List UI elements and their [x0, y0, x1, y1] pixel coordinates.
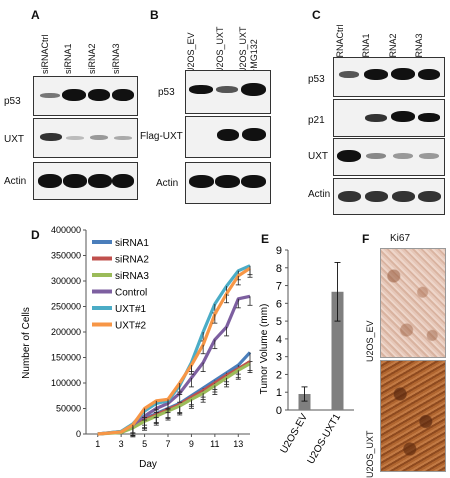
category-label: U2OS-UXT1 — [306, 412, 344, 466]
row-label: p53 — [158, 87, 175, 98]
image-label-ev: U2OS_EV — [365, 320, 375, 362]
y-tick-label: 5 — [276, 316, 282, 328]
panel-label-f: F — [362, 232, 370, 246]
panel-label-a: A — [31, 8, 40, 22]
y-tick-label: 150000 — [51, 353, 81, 363]
blot-p53 — [333, 57, 445, 97]
row-label: UXT — [4, 134, 24, 145]
row-label: p53 — [4, 96, 21, 107]
x-tick-label: 5 — [142, 439, 147, 449]
panel-label-e: E — [261, 232, 270, 246]
blot-p21 — [333, 99, 445, 137]
row-label: p53 — [308, 74, 325, 85]
panel-label-d: D — [31, 228, 40, 242]
y-tick-label: 100000 — [51, 378, 81, 388]
panel-label-c: C — [312, 8, 321, 22]
legend-label: UXT#2 — [115, 321, 147, 332]
y-axis-label: Number of Cells — [21, 307, 32, 379]
image-label-uxt: U2OS_UXT — [365, 430, 375, 478]
legend-label: siRNA2 — [115, 255, 149, 266]
x-tick-label: 7 — [165, 439, 170, 449]
ihc-image-uxt — [380, 360, 446, 472]
blot-actin — [33, 162, 138, 200]
lane-label: siRNACtrl — [40, 34, 50, 75]
y-tick-label: 250000 — [51, 302, 81, 312]
row-label: Flag-UXT — [140, 131, 183, 142]
y-tick-label: 7 — [276, 281, 282, 293]
row-label: Actin — [156, 178, 179, 189]
y-tick-label: 200000 — [51, 327, 81, 337]
lane-label: +MG132 — [249, 39, 259, 74]
y-tick-label: 400000 — [51, 225, 81, 235]
y-tick-label: 0 — [276, 405, 282, 417]
lane-label: siRNA2 — [87, 43, 97, 74]
legend-label: UXT#1 — [115, 304, 147, 315]
y-tick-label: 350000 — [51, 251, 81, 261]
row-label: Actin — [4, 176, 27, 187]
y-tick-label: 3 — [276, 352, 282, 364]
lane-label: siRNA3 — [111, 43, 121, 74]
y-tick-label: 300000 — [51, 276, 81, 286]
legend-label: siRNA1 — [115, 238, 149, 249]
y-tick-label: 9 — [276, 245, 282, 257]
x-axis-label: Day — [139, 459, 157, 470]
ki67-title: Ki67 — [390, 233, 411, 244]
ihc-image-ev — [380, 248, 446, 358]
blot-uxt — [33, 118, 138, 158]
lane-label: siRNA1 — [63, 43, 73, 74]
blot-p53 — [185, 70, 271, 114]
y-tick-label: 50000 — [56, 404, 81, 414]
blot-p53 — [33, 76, 138, 116]
y-tick-label: 0 — [76, 429, 81, 439]
x-tick-label: 3 — [119, 439, 124, 449]
y-tick-label: 6 — [276, 298, 282, 310]
blot-actin — [185, 162, 271, 204]
blot-actin — [333, 178, 445, 215]
series-line — [97, 294, 251, 436]
lane-label: U2OS_UXT — [215, 26, 225, 74]
blot-flag-uxt — [185, 116, 271, 158]
y-tick-label: 4 — [276, 334, 282, 346]
y-tick-label: 8 — [276, 263, 282, 275]
row-label: UXT — [308, 151, 328, 162]
row-label: p21 — [308, 115, 325, 126]
x-tick-label: 13 — [233, 439, 243, 449]
x-tick-label: 1 — [95, 439, 100, 449]
panel-label-b: B — [150, 8, 159, 22]
lane-label: U2OS_EV — [186, 32, 196, 74]
x-tick-label: 11 — [210, 439, 219, 449]
row-label: Actin — [308, 189, 331, 200]
legend-label: Control — [115, 288, 147, 299]
y-tick-label: 2 — [276, 369, 282, 381]
lane-label: U2OS_UXT — [238, 26, 248, 74]
cell-growth-chart: 0 50000 100000 150000 200000 250000 300000 3500… — [21, 225, 253, 470]
x-tick-label: 9 — [189, 439, 194, 449]
y-tick-label: 1 — [276, 387, 282, 399]
legend-label: siRNA3 — [115, 271, 149, 282]
bar — [298, 394, 311, 410]
category-label: U2OS-EV — [279, 412, 311, 456]
y-axis-label: Tumor Volume (mm) — [259, 304, 270, 395]
blot-uxt — [333, 138, 445, 176]
